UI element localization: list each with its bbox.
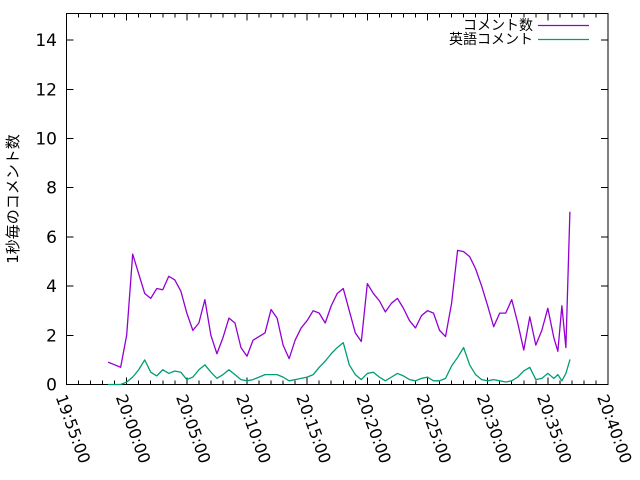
legend-label-comments: コメント数 (463, 18, 533, 34)
x-tick-label: 20:15:00 (292, 392, 334, 466)
y-tick-label: 6 (46, 228, 57, 248)
y-axis-title: 1秒毎のコメント数 (4, 134, 22, 264)
legend-label-english-comments: 英語コメント (449, 31, 533, 48)
y-tick-label: 14 (35, 31, 57, 51)
series-line-comments (107, 211, 571, 368)
x-tick-label: 20:40:00 (593, 392, 635, 466)
y-tick-label: 4 (46, 277, 57, 297)
y-tick-label: 0 (46, 376, 57, 396)
y-tick-label: 12 (35, 80, 57, 100)
x-tick-label: 20:10:00 (232, 392, 274, 466)
x-tick-label: 20:25:00 (413, 392, 455, 466)
x-tick-label: 20:05:00 (172, 392, 214, 466)
x-tick-label: 20:00:00 (112, 392, 154, 466)
series-line-english-comments (107, 342, 571, 386)
y-tick-label: 10 (35, 129, 57, 149)
plot-border (66, 13, 609, 385)
y-axis-ticks (66, 39, 608, 385)
x-tick-label: 20:20:00 (353, 392, 395, 466)
x-axis-ticks (66, 13, 609, 385)
x-tick-label: 19:55:00 (52, 392, 94, 466)
x-tick-label: 20:30:00 (473, 392, 515, 466)
y-tick-label: 2 (46, 326, 57, 346)
x-tick-label: 20:35:00 (533, 392, 575, 466)
y-tick-label: 8 (46, 179, 57, 199)
